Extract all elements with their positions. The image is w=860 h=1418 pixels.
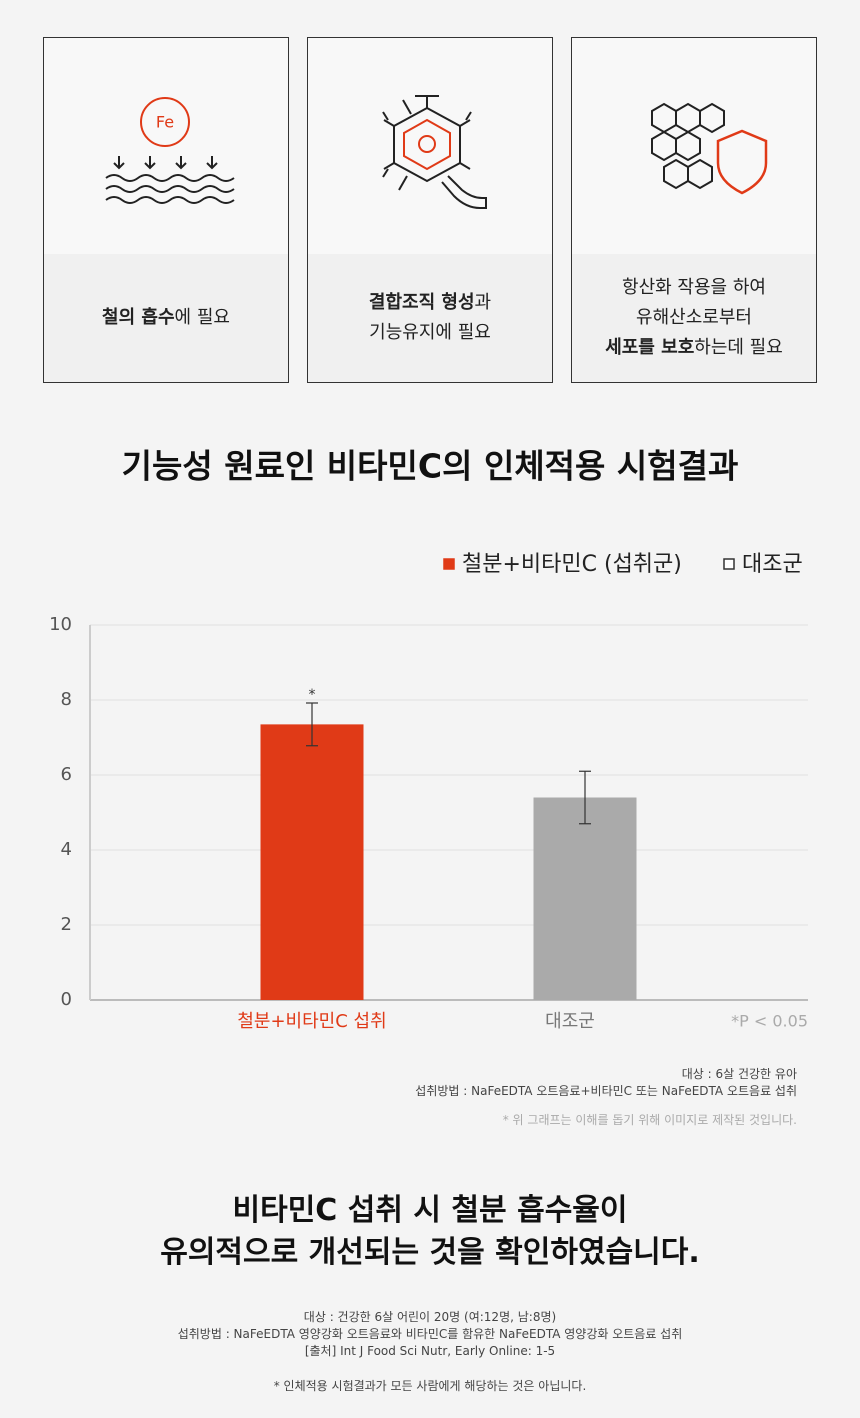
card-icon-area	[572, 38, 816, 254]
icon	[651, 102, 768, 195]
headline: 비타민C 섭취 시 철분 흡수율이 유의적으로 개선되는 것을 확인하였습니다.	[0, 1190, 860, 1274]
card-icon-area	[308, 38, 552, 254]
text-segment: 철의 흡수	[102, 307, 175, 328]
chart-title: 기능성 원료인 비타민C의 인체적용 시험결과	[122, 447, 739, 486]
legend-label: 철분+비타민C (섭취군)	[462, 552, 682, 577]
x-tick-label: 철분+비타민C 섭취	[237, 1011, 386, 1032]
note: 대상 : 건강한 6살 어린이 20명 (여:12명, 남:8명)	[303, 1310, 557, 1324]
bar	[533, 797, 637, 1000]
legend-label: 대조군	[742, 552, 803, 577]
card-line: 결합조직 형성과	[369, 288, 491, 318]
text-segment: 기능유지에 필요	[369, 322, 491, 343]
text-segment: 에 필요	[174, 307, 230, 328]
card-line: 항산화 작용을 하여	[622, 273, 766, 303]
text-segment: 유해산소로부터	[636, 307, 752, 328]
card-line: 철의 흡수에 필요	[102, 303, 230, 333]
x-tick-label: 대조군	[545, 1011, 595, 1032]
card-line: 유해산소로부터	[636, 303, 752, 333]
note: 섭취방법 : NaFeEDTA 영양강화 오트음료와 비타민C를 함유한 NaF…	[177, 1327, 683, 1341]
text-segment: 항산화 작용을 하여	[622, 277, 766, 298]
card-text: 철의 흡수에 필요	[44, 254, 288, 382]
bottom-notes: 대상 : 건강한 6살 어린이 20명 (여:12명, 남:8명) 섭취방법 :…	[0, 1309, 860, 1395]
note: * 인체적용 시험결과가 모든 사람에게 해당하는 것은 아닙니다.	[273, 1379, 587, 1393]
card-icon-area: Fe	[44, 38, 288, 254]
text-segment: 과	[474, 292, 492, 313]
text-segment: 세포를 보호	[605, 337, 695, 358]
y-tick-label: 2	[61, 914, 72, 935]
footnote: * 위 그래프는 이해를 돕기 위해 이미지로 제작된 것입니다.	[502, 1113, 797, 1127]
card-line: 세포를 보호하는데 필요	[605, 333, 783, 363]
y-tick-label: 0	[61, 989, 72, 1010]
y-tick-label: 8	[61, 689, 72, 710]
headline-line: 유의적으로 개선되는 것을 확인하였습니다.	[160, 1235, 700, 1270]
icon: Fe	[105, 97, 235, 204]
note: [출처] Int J Food Sci Nutr, Early Online: …	[304, 1344, 556, 1358]
card-line: 기능유지에 필요	[369, 318, 491, 348]
y-tick-label: 6	[61, 764, 72, 785]
legend-marker	[723, 558, 735, 570]
text-segment: 결합조직 형성	[368, 292, 475, 313]
legend-marker	[443, 558, 455, 570]
headline-line: 비타민C 섭취 시 철분 흡수율이	[232, 1193, 628, 1228]
card: Fe 철의 흡수에 필요	[43, 37, 289, 383]
y-tick-label: 4	[61, 839, 72, 860]
footnote: 대상 : 6살 건강한 유아	[681, 1067, 797, 1081]
text-segment: 하는데 필요	[694, 337, 783, 358]
chart-footnotes: 대상 : 6살 건강한 유아 섭취방법 : NaFeEDTA 오트음료+비타민C…	[415, 1066, 797, 1129]
significance-mark: *	[309, 687, 316, 703]
significance-note: *P < 0.05	[731, 1012, 808, 1031]
footnote: 섭취방법 : NaFeEDTA 오트음료+비타민C 또는 NaFeEDTA 오트…	[415, 1084, 797, 1098]
chart: 기능성 원료인 비타민C의 인체적용 시험결과 철분+비타민C (섭취군) 대조군…	[49, 447, 808, 1032]
icon	[382, 95, 487, 209]
y-tick-label: 10	[49, 614, 72, 635]
bar	[260, 724, 364, 1000]
icon-label: Fe	[156, 113, 174, 132]
